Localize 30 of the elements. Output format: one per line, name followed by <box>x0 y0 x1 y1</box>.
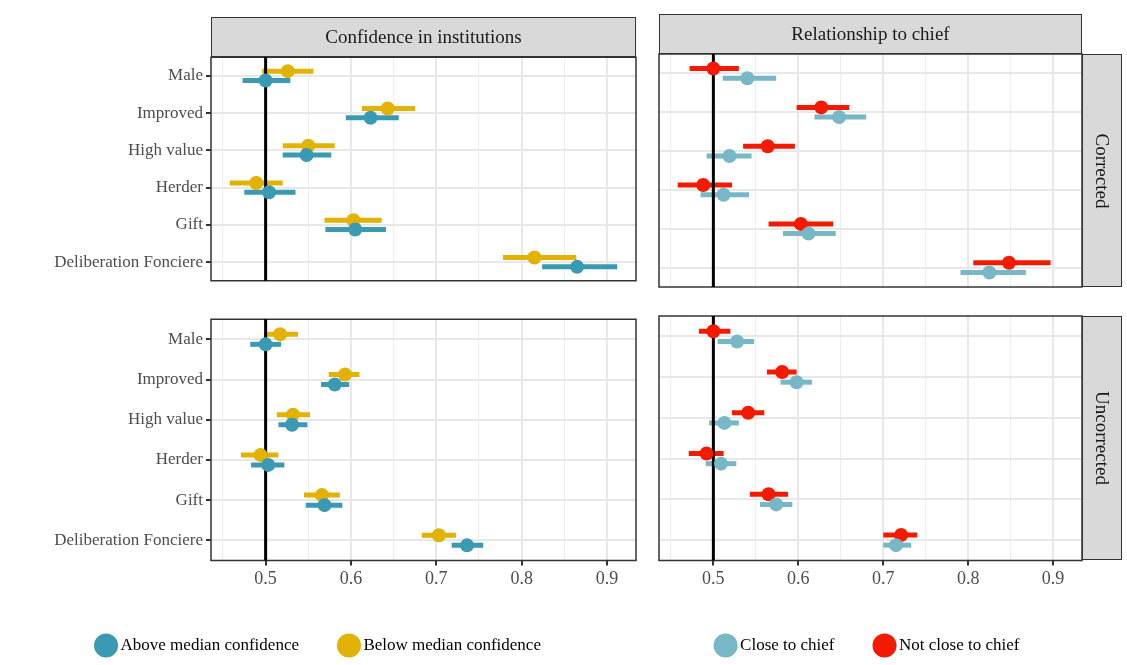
x-tick-label: 0.9 <box>595 567 619 588</box>
legend-label: Not close to chief <box>899 634 1020 654</box>
y2-axis-title: Corrected <box>1091 133 1113 208</box>
x-tick-label: 0.7 <box>425 567 448 588</box>
legend-label: Above median confidence <box>120 634 299 654</box>
chart-title: Confidence in institutions <box>211 17 636 58</box>
y-tick-label: Gift <box>175 489 204 509</box>
y-tick-label: Herder <box>155 449 204 469</box>
legend-label: Close to chief <box>740 634 835 654</box>
x-tick-label: 0.7 <box>871 567 895 588</box>
x-tick-label: 0.5 <box>702 567 725 588</box>
y-tick-label: Improved <box>136 368 204 388</box>
legend-label: Below median confidence <box>363 634 541 654</box>
y2-axis-title: Uncorrected <box>1091 391 1114 486</box>
y-tick-label: High value <box>127 409 203 429</box>
y-tick-label: Male <box>168 328 203 348</box>
y-tick-label: High value <box>127 139 203 159</box>
y-tick-label: Deliberation Fonciere <box>54 529 203 549</box>
y-tick-label: Male <box>168 65 203 85</box>
x-tick-label: 0.8 <box>510 567 533 588</box>
x-tick-label: 0.6 <box>339 567 363 588</box>
x-tick-label: 0.5 <box>254 567 277 588</box>
y-tick-label: Deliberation Fonciere <box>54 251 203 271</box>
chart-title: Relationship to chief <box>659 14 1082 54</box>
x-tick-label: 0.8 <box>956 567 980 588</box>
x-tick-label: 0.6 <box>787 567 810 588</box>
y-tick-label: Gift <box>175 214 204 234</box>
x-tick-label: 0.9 <box>1041 567 1065 588</box>
y-tick-label: Improved <box>136 102 204 122</box>
y-tick-label: Herder <box>155 177 204 197</box>
